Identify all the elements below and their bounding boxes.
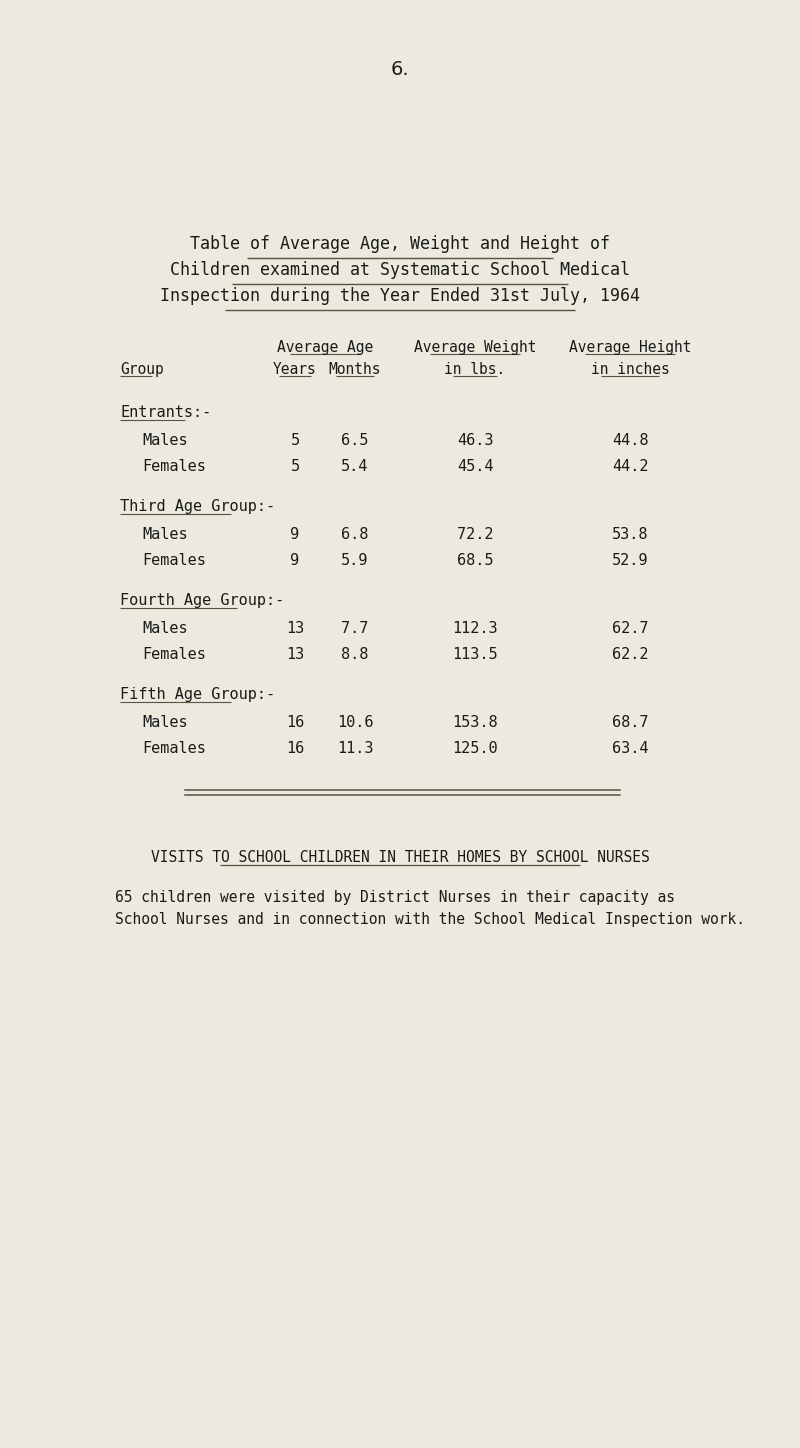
Text: Average Weight: Average Weight [414,340,536,355]
Text: Children examined at Systematic School Medical: Children examined at Systematic School M… [170,261,630,279]
Text: Males: Males [142,621,188,636]
Text: 53.8: 53.8 [612,527,648,542]
Text: Females: Females [142,647,206,662]
Text: 45.4: 45.4 [457,459,494,473]
Text: 62.7: 62.7 [612,621,648,636]
Text: 11.3: 11.3 [337,741,374,756]
Text: Average Height: Average Height [569,340,691,355]
Text: 13: 13 [286,647,304,662]
Text: 63.4: 63.4 [612,741,648,756]
Text: 5.4: 5.4 [342,459,369,473]
Text: Inspection during the Year Ended 31st July, 1964: Inspection during the Year Ended 31st Ju… [160,287,640,306]
Text: Females: Females [142,741,206,756]
Text: Group: Group [120,362,164,376]
Text: 5.9: 5.9 [342,553,369,568]
Text: VISITS TO SCHOOL CHILDREN IN THEIR HOMES BY SCHOOL NURSES: VISITS TO SCHOOL CHILDREN IN THEIR HOMES… [150,850,650,864]
Text: 7.7: 7.7 [342,621,369,636]
Text: 10.6: 10.6 [337,715,374,730]
Text: Fourth Age Group:-: Fourth Age Group:- [120,594,284,608]
Text: 5: 5 [290,433,299,447]
Text: 9: 9 [290,527,299,542]
Text: 68.5: 68.5 [457,553,494,568]
Text: School Nurses and in connection with the School Medical Inspection work.: School Nurses and in connection with the… [115,912,745,927]
Text: 68.7: 68.7 [612,715,648,730]
Text: 46.3: 46.3 [457,433,494,447]
Text: in lbs.: in lbs. [444,362,506,376]
Text: Males: Males [142,527,188,542]
Text: 8.8: 8.8 [342,647,369,662]
Text: 16: 16 [286,741,304,756]
Text: Fifth Age Group:-: Fifth Age Group:- [120,686,275,702]
Text: 52.9: 52.9 [612,553,648,568]
Text: 6.8: 6.8 [342,527,369,542]
Text: Females: Females [142,553,206,568]
Text: 44.2: 44.2 [612,459,648,473]
Text: 153.8: 153.8 [452,715,498,730]
Text: 125.0: 125.0 [452,741,498,756]
Text: in inches: in inches [590,362,670,376]
Text: 62.2: 62.2 [612,647,648,662]
Text: 65 children were visited by District Nurses in their capacity as: 65 children were visited by District Nur… [115,891,675,905]
Text: 5: 5 [290,459,299,473]
Text: Years: Years [273,362,317,376]
Text: Entrants:-: Entrants:- [120,405,211,420]
Text: 9: 9 [290,553,299,568]
Text: Average Age: Average Age [277,340,373,355]
Text: 72.2: 72.2 [457,527,494,542]
Text: Third Age Group:-: Third Age Group:- [120,500,275,514]
Text: 113.5: 113.5 [452,647,498,662]
Text: Table of Average Age, Weight and Height of: Table of Average Age, Weight and Height … [190,235,610,253]
Text: 44.8: 44.8 [612,433,648,447]
Text: 6.5: 6.5 [342,433,369,447]
Text: Months: Months [329,362,382,376]
Text: 16: 16 [286,715,304,730]
Text: Males: Males [142,433,188,447]
Text: 112.3: 112.3 [452,621,498,636]
Text: Males: Males [142,715,188,730]
Text: Females: Females [142,459,206,473]
Text: 13: 13 [286,621,304,636]
Text: 6.: 6. [390,59,410,80]
